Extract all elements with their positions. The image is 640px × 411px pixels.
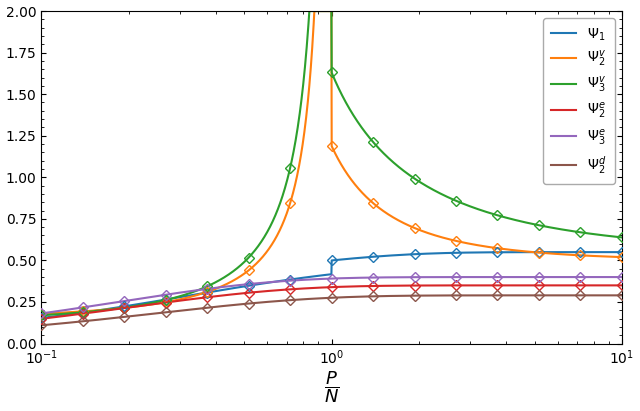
$\Psi_2^v$ [304, 96, 312, 101]
$\Psi_2^e$ [320, 285, 328, 290]
$\Psi_3^e$ [304, 277, 312, 282]
$\Psi_1$ [67, 312, 75, 317]
$\Psi_3^v$ [495, 213, 502, 218]
$\Psi_2^e$ [495, 283, 502, 288]
$\Psi_3^v$ [37, 313, 45, 318]
$\Psi_2^e$ [67, 313, 75, 318]
$\Psi_1$ [495, 250, 502, 255]
$\Psi_2^d$ [37, 323, 45, 328]
$\Psi_2^d$ [618, 293, 626, 298]
$\Psi_3^v$ [602, 233, 609, 238]
$\Psi_2^d$ [601, 293, 609, 298]
$\Psi_2^d$ [495, 293, 502, 298]
$\Psi_3^e$ [601, 275, 609, 279]
$\Psi_2^d$ [320, 296, 328, 300]
$\Psi_1$ [618, 249, 626, 254]
$\Psi_3^v$ [304, 26, 312, 31]
$\Psi_3^e$ [618, 275, 626, 279]
$\Psi_3^v$ [306, 9, 314, 14]
$\Psi_1$ [601, 249, 609, 254]
$\Psi_2^v$ [310, 9, 318, 14]
$\Psi_3^e$ [495, 275, 502, 279]
$\Psi_2^e$ [618, 283, 626, 288]
$\Psi_1$ [601, 249, 609, 254]
$\Psi_3^v$ [601, 233, 609, 238]
$\Psi_2^v$ [37, 311, 45, 316]
Line: $\Psi_2^v$: $\Psi_2^v$ [41, 11, 622, 314]
$\Psi_2^v$ [618, 255, 626, 260]
Line: $\Psi_3^e$: $\Psi_3^e$ [41, 277, 622, 314]
$\Psi_2^v$ [320, 9, 328, 14]
$\Psi_2^e$ [601, 283, 609, 288]
$\Psi_2^e$ [37, 316, 45, 321]
Legend: $\Psi_1$, $\Psi_2^v$, $\Psi_3^v$, $\Psi_2^e$, $\Psi_3^e$, $\Psi_2^d$: $\Psi_1$, $\Psi_2^v$, $\Psi_3^v$, $\Psi_… [543, 18, 615, 184]
$\Psi_3^v$ [67, 311, 75, 316]
Line: $\Psi_1$: $\Psi_1$ [41, 252, 622, 318]
$\Psi_1$ [304, 275, 312, 279]
$\Psi_3^e$ [320, 276, 328, 281]
Line: $\Psi_3^v$: $\Psi_3^v$ [41, 11, 622, 315]
$\Psi_3^e$ [37, 311, 45, 316]
$\Psi_1$ [37, 316, 45, 321]
$\Psi_2^v$ [67, 309, 75, 314]
$\Psi_3^e$ [67, 307, 75, 312]
$\Psi_3^v$ [618, 235, 626, 240]
X-axis label: $\dfrac{P}{N}$: $\dfrac{P}{N}$ [324, 370, 339, 405]
$\Psi_2^v$ [601, 254, 609, 259]
Line: $\Psi_2^e$: $\Psi_2^e$ [41, 285, 622, 319]
$\Psi_2^e$ [601, 283, 609, 288]
$\Psi_2^d$ [67, 320, 75, 325]
$\Psi_2^d$ [304, 296, 312, 301]
$\Psi_2^v$ [495, 246, 502, 251]
Line: $\Psi_2^d$: $\Psi_2^d$ [41, 296, 622, 326]
$\Psi_2^e$ [304, 286, 312, 291]
$\Psi_3^e$ [601, 275, 609, 279]
$\Psi_3^v$ [320, 9, 328, 14]
$\Psi_2^v$ [602, 254, 609, 259]
$\Psi_1$ [320, 272, 328, 277]
$\Psi_2^d$ [601, 293, 609, 298]
